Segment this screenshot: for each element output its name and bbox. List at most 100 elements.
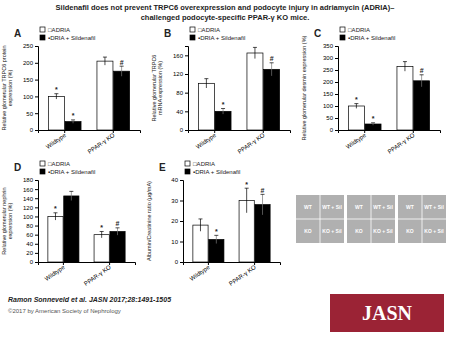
error-bar [371,123,375,125]
y-tick-mark [335,118,338,119]
image-label: KO [355,228,363,234]
error-bar [403,62,407,72]
legend-swatch [40,169,45,174]
y-tick: 180 [23,177,38,183]
bar [114,71,130,130]
bar [264,69,280,130]
y-tick-label: 20 [171,218,178,224]
y-tick-mark [335,58,338,59]
legend-label: □ADRIA [198,27,220,33]
y-tick: 100 [23,94,38,100]
legend-item: ▪DRIA + Sildenafil [40,35,95,41]
y-tick: 120 [173,71,188,77]
y-axis: 0 10 20 30 40 [171,177,183,265]
y-tick-mark [180,262,183,263]
error-bar [103,57,107,65]
y-axis: 050100150200250300350 [323,43,339,133]
error-bar-cap [198,218,202,219]
y-tick-mark [35,46,38,47]
bar [414,81,430,130]
panel: 010203040WildtypePPAR-γ KOAlbumin/Creati… [146,161,281,287]
significance-label: * [245,181,248,188]
bar [110,231,125,262]
legend-label: □ADRIA [193,161,215,167]
error-bar-stem [262,194,263,215]
y-tick: 0 [180,127,188,133]
image-label: WT + Sil [373,204,393,210]
legend: □ADRIA▪DRIA + Sildenafil [340,27,395,41]
image-background [347,195,395,243]
x-tick-label: PPAR-γ KO [237,132,266,155]
legend: □ADRIA▪DRIA + Sildenafil [40,27,95,41]
y-tick: 0 [30,259,38,265]
bar-series [365,75,430,130]
y-tick-label: 200 [23,60,34,66]
y-tick-label: 0 [180,127,184,133]
image-label: KO + Sil [373,228,393,234]
y-tick-mark [35,96,38,97]
error-bar-cap [54,93,58,94]
x-axis-line [189,131,291,134]
y-tick: 150 [23,77,38,83]
bar-series [198,47,263,130]
y-tick-mark [35,180,38,181]
bar [64,196,79,262]
y-tick-label: 350 [323,43,334,49]
y-axis-line [35,47,39,131]
legend: □ADRIA▪DRIA + Sildenafil [185,161,240,175]
y-tick: 10 [171,239,183,245]
y-tick-mark [185,55,188,56]
legend-item: □ADRIA [40,161,70,167]
error-bar [53,213,57,220]
y-tick: 40 [176,109,188,115]
error-bar [100,231,104,237]
x-tick-mark [214,130,215,133]
y-tick-label: 100 [23,94,34,100]
y-tick-mark [35,207,38,208]
y-tick-label: 60 [26,232,33,238]
y-tick-label: 40 [171,177,178,183]
image-label: WT + Sil [322,204,342,210]
y-tick: 0 [30,127,38,133]
panel-label: E [159,162,166,173]
y-tick: 120 [23,205,38,211]
error-bar [214,235,218,243]
bar [97,61,113,130]
y-tick-mark [35,198,38,199]
x-tick-mark [364,130,365,133]
y-tick-mark [35,244,38,245]
image-divider [320,195,321,243]
error-bar-cap [71,119,75,120]
image-label: KO + Sil [322,228,342,234]
significance-label: * [215,228,218,235]
y-axis: 050100150200250 [23,43,39,133]
legend-item: ▪DRIA + Sildenafil [340,35,395,41]
x-tick: PPAR-γ KO [228,262,257,287]
y-tick-label: 200 [323,79,334,85]
y-tick: 0 [175,259,183,265]
error-bar-cap [69,191,73,192]
y-tick-label: 0 [330,127,334,133]
y-tick-label: 100 [323,103,334,109]
y-tick-label: 40 [26,241,33,247]
y-axis: 020406080100120140160180 [23,177,39,265]
y-tick-label: 30 [171,198,178,204]
error-bar [245,188,249,213]
y-tick-label: 140 [23,196,34,202]
x-tick: Wildtype [345,130,368,150]
image-label: WT + Sil [424,204,444,210]
image-label: WT [406,204,414,210]
y-axis-title: Relative glomerular TRPC6 proteinexpress… [1,45,13,130]
legend: □ADRIA▪DRIA + Sildenafil [40,161,95,175]
y-axis-line [180,181,184,263]
y-tick: 0 [330,127,338,133]
x-tick-label: Wildtype [44,264,67,282]
legend-item: ▪DRIA + Sildenafil [190,35,245,41]
legend-swatch [40,161,45,166]
image-label: WT [304,204,312,210]
bar-series [65,66,130,130]
panel: 050100150200250300350WildtypePPAR-γ KORe… [301,27,441,155]
error-bar [261,194,265,215]
y-tick: 20 [171,218,183,224]
bar-series [193,188,254,262]
